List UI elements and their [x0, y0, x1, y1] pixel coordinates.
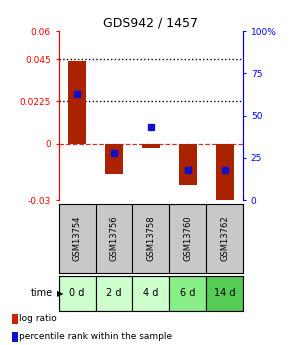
- Text: log ratio: log ratio: [19, 314, 57, 323]
- Bar: [132, 276, 169, 310]
- Text: GSM13760: GSM13760: [183, 215, 192, 261]
- Text: 4 d: 4 d: [143, 288, 159, 298]
- Bar: [142, 144, 160, 148]
- Bar: [179, 144, 197, 185]
- Text: GSM13756: GSM13756: [110, 215, 118, 261]
- Text: time: time: [30, 288, 53, 298]
- Bar: [215, 144, 234, 200]
- Text: percentile rank within the sample: percentile rank within the sample: [19, 332, 172, 341]
- Bar: [206, 276, 243, 310]
- Bar: [12, 314, 18, 324]
- Text: 6 d: 6 d: [180, 288, 195, 298]
- Text: 0 d: 0 d: [69, 288, 85, 298]
- Bar: [96, 276, 132, 310]
- Bar: [12, 332, 18, 342]
- Text: GSM13758: GSM13758: [146, 215, 155, 261]
- Text: ▶: ▶: [57, 289, 64, 298]
- Text: 14 d: 14 d: [214, 288, 236, 298]
- Bar: [105, 144, 123, 174]
- Bar: [59, 276, 96, 310]
- Bar: [169, 276, 206, 310]
- Title: GDS942 / 1457: GDS942 / 1457: [103, 17, 198, 30]
- Text: GSM13762: GSM13762: [220, 215, 229, 261]
- Bar: [68, 61, 86, 144]
- Text: GSM13754: GSM13754: [73, 215, 81, 261]
- Text: 2 d: 2 d: [106, 288, 122, 298]
